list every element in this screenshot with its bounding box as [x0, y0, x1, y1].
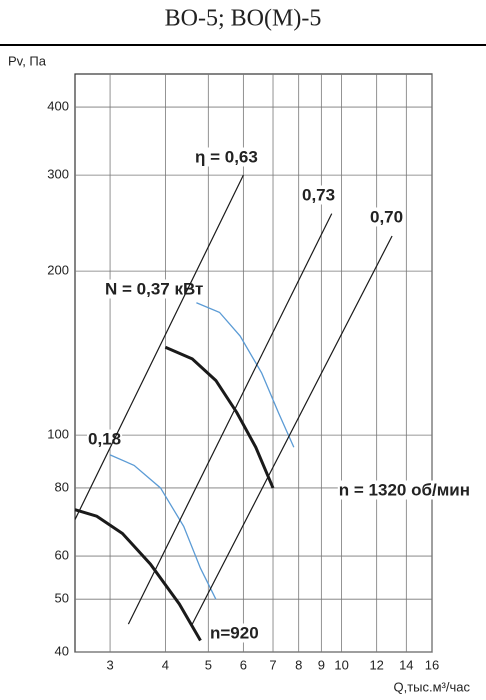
- label-bg: [209, 623, 260, 643]
- series-label: n = 1320 об/мин: [339, 480, 470, 499]
- x-tick-label: 12: [369, 657, 383, 672]
- series-line: [127, 213, 333, 625]
- label-bg: [369, 207, 405, 227]
- y-tick-label: 60: [55, 547, 69, 562]
- y-tick-label: 40: [55, 643, 69, 658]
- series-line: [196, 302, 295, 448]
- series-line: [109, 454, 217, 600]
- series-label: 0,73: [302, 185, 335, 204]
- label-bg: [194, 147, 259, 167]
- x-tick-label: 10: [334, 657, 348, 672]
- x-tick-label: 8: [295, 657, 302, 672]
- y-tick-label: 300: [47, 167, 69, 182]
- series-label: 0,18: [88, 429, 121, 448]
- x-tick-label: 4: [162, 657, 169, 672]
- series-line: [74, 508, 202, 642]
- x-tick-label: 5: [205, 657, 212, 672]
- y-tick-label: 80: [55, 479, 69, 494]
- y-tick-label: 100: [47, 427, 69, 442]
- series-label: n=920: [210, 623, 259, 642]
- label-bg: [104, 279, 205, 299]
- y-tick-label: 50: [55, 591, 69, 606]
- x-tick-label: 9: [318, 657, 325, 672]
- y-axis-label: Pv, Па: [8, 53, 47, 68]
- label-bg: [337, 480, 471, 500]
- series-line: [191, 235, 393, 625]
- x-tick-label: 16: [425, 657, 439, 672]
- y-tick-label: 200: [47, 263, 69, 278]
- x-tick-label: 7: [269, 657, 276, 672]
- series-label: N = 0,37 кВт: [105, 279, 203, 298]
- series-line: [164, 345, 275, 489]
- label-bg: [301, 185, 337, 205]
- x-axis-label: Q,тыс.м³/час: [393, 679, 470, 694]
- x-tick-label: 6: [240, 657, 247, 672]
- series-line: [74, 174, 244, 520]
- series-label: 0,70: [370, 207, 403, 226]
- series-label: η = 0,63: [195, 147, 258, 166]
- y-tick-label: 400: [47, 99, 69, 114]
- label-bg: [87, 429, 123, 449]
- chart-title: ВО-5; ВО(М)-5: [165, 6, 322, 32]
- x-tick-label: 14: [399, 657, 413, 672]
- x-tick-label: 3: [106, 657, 113, 672]
